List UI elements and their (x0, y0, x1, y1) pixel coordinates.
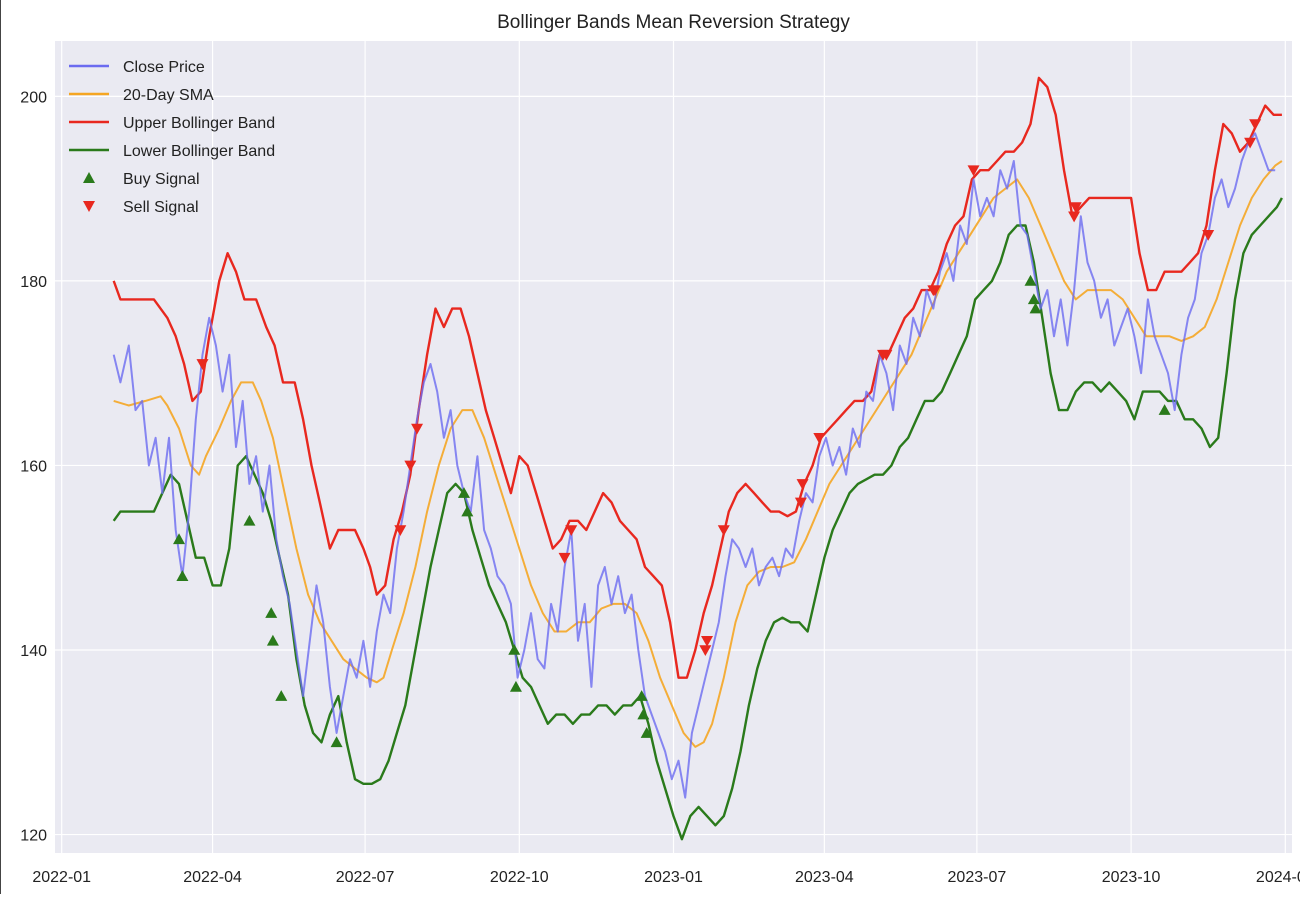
x-tick-label: 2022-04 (183, 869, 242, 886)
sell-signal-marker (813, 432, 826, 444)
series-line (112, 197, 1283, 841)
buy-signal-marker (1024, 274, 1037, 286)
legend-swatch (83, 201, 95, 212)
sell-signal-marker (699, 645, 712, 656)
x-tick-label: 2023-04 (795, 869, 854, 886)
x-tick-label: 2024-01 (1256, 869, 1300, 886)
y-tick-label: 200 (20, 89, 47, 106)
x-tick-label: 2023-10 (1102, 869, 1161, 886)
sell-signal-marker (880, 349, 893, 361)
x-tick-label: 2022-07 (336, 869, 395, 886)
x-tick-label: 2022-10 (490, 869, 549, 886)
series-line (112, 76, 1282, 679)
buy-signal-marker (330, 736, 343, 748)
legend: Close Price 20-Day SMA Upper Bollinger Ban… (69, 59, 275, 216)
sell-signal-marker (1069, 202, 1082, 214)
buy-signal-marker (637, 708, 650, 720)
y-tick-label: 160 (20, 458, 47, 475)
buy-signal-marker (1027, 293, 1040, 305)
buy-signal-marker (243, 514, 256, 526)
sell-signal-marker (1249, 119, 1262, 131)
sell-signal-marker (717, 525, 730, 537)
sell-signal-marker (701, 635, 714, 647)
sell-signal-marker (967, 165, 980, 177)
buy-signal-marker (461, 505, 474, 517)
x-tick-label: 2023-01 (644, 869, 703, 886)
y-tick-label: 180 (20, 274, 47, 291)
x-tick-label: 2023-07 (948, 869, 1007, 886)
buy-signal-marker (1158, 404, 1171, 415)
buy-signal-marker (509, 680, 522, 692)
legend-label: Upper Bollinger Band (123, 115, 275, 132)
chart-title: Bollinger Bands Mean Reversion Strategy (497, 12, 850, 33)
series-line (113, 160, 1283, 748)
buy-signal-marker (457, 487, 470, 498)
sell-signal-marker (565, 525, 578, 537)
legend-swatch (83, 172, 95, 183)
legend-label: Buy Signal (123, 171, 200, 188)
y-axis: 120 140 160 180 200 (20, 89, 47, 844)
sell-signal-marker (794, 497, 807, 509)
sell-signal-marker (394, 525, 407, 537)
buy-signal-marker (176, 570, 189, 581)
sell-signal-marker (1244, 137, 1257, 149)
legend-label: Close Price (123, 59, 205, 76)
buy-signal-marker (173, 533, 186, 545)
legend-label: Sell Signal (123, 199, 199, 216)
x-axis: 2022-01 2022-04 2022-07 2022-10 2023-01 2023-… (32, 869, 1300, 886)
buy-signal-marker (1029, 302, 1042, 314)
sell-signal-marker (1068, 211, 1081, 223)
sell-signal-marker (411, 423, 424, 435)
markers-layer (173, 119, 1262, 748)
buy-signal-marker (508, 644, 521, 655)
sell-signal-marker (404, 460, 417, 472)
buy-signal-marker (275, 690, 288, 701)
sell-signal-marker (196, 359, 209, 370)
sell-signal-marker (796, 479, 809, 490)
y-tick-label: 140 (20, 643, 47, 660)
sell-signal-marker (1202, 229, 1215, 241)
sell-signal-marker (928, 285, 941, 297)
legend-label: Lower Bollinger Band (123, 143, 275, 160)
sell-signal-marker (558, 552, 571, 564)
buy-signal-marker (265, 607, 278, 618)
x-tick-label: 2022-01 (32, 869, 91, 886)
buy-signal-marker (266, 634, 279, 646)
series-line (112, 132, 1276, 799)
series-layer (112, 76, 1283, 841)
buy-signal-marker (640, 727, 653, 738)
y-tick-label: 120 (20, 828, 47, 845)
legend-label: 20-Day SMA (123, 87, 214, 104)
buy-signal-marker (635, 690, 648, 701)
